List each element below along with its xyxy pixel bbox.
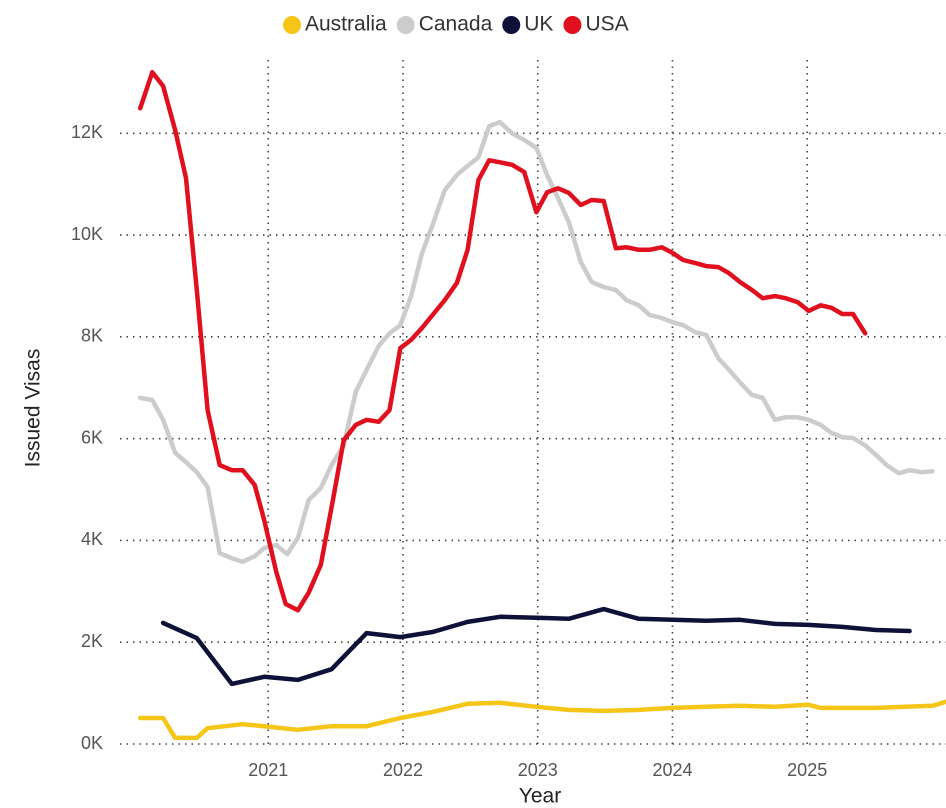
- x-tick-label: 2021: [248, 760, 288, 780]
- legend-label: USA: [585, 13, 628, 36]
- x-tick-label: 2024: [652, 760, 692, 780]
- y-tick-label: 2K: [81, 631, 103, 651]
- x-tick-label: 2023: [518, 760, 558, 780]
- x-tick-label: 2022: [383, 760, 423, 780]
- legend-label: Australia: [305, 13, 387, 36]
- y-tick-label: 0K: [81, 733, 103, 753]
- legend-marker: [283, 16, 301, 34]
- x-axis-title: Year: [519, 785, 561, 808]
- x-tick-label: 2025: [787, 760, 827, 780]
- legend-label: UK: [524, 13, 553, 36]
- y-tick-label: 4K: [81, 529, 103, 549]
- legend-marker: [502, 16, 521, 34]
- series-line: [137, 69, 868, 613]
- y-tick-label: 8K: [81, 326, 103, 346]
- y-tick-label: 10K: [71, 224, 103, 244]
- series-line: [160, 606, 912, 687]
- legend-marker: [396, 16, 415, 34]
- series-line: [137, 699, 946, 741]
- y-axis-title: Issued Visas: [22, 349, 45, 468]
- y-tick-label: 12K: [71, 122, 103, 142]
- y-tick-label: 6K: [81, 427, 103, 447]
- legend-label: Canada: [419, 13, 493, 36]
- legend-marker: [563, 16, 582, 34]
